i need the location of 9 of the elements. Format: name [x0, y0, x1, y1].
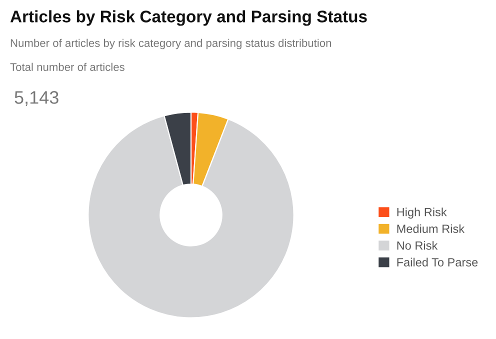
donut-slice: [88, 115, 294, 318]
text: 5,143: [14, 91, 58, 106]
text: Total number of articles: [10, 62, 124, 71]
chart-subtitle: Number of articles by risk category and parsing status distribution: [10, 38, 332, 50]
legend-label: Failed To Parse: [397, 258, 478, 266]
legend-label: High Risk: [397, 208, 447, 219]
chart-title: Articles by Risk Category and Parsing Status: [10, 10, 367, 26]
legend-label: No Risk: [397, 241, 438, 250]
legend-label: Medium Risk: [397, 224, 465, 234]
